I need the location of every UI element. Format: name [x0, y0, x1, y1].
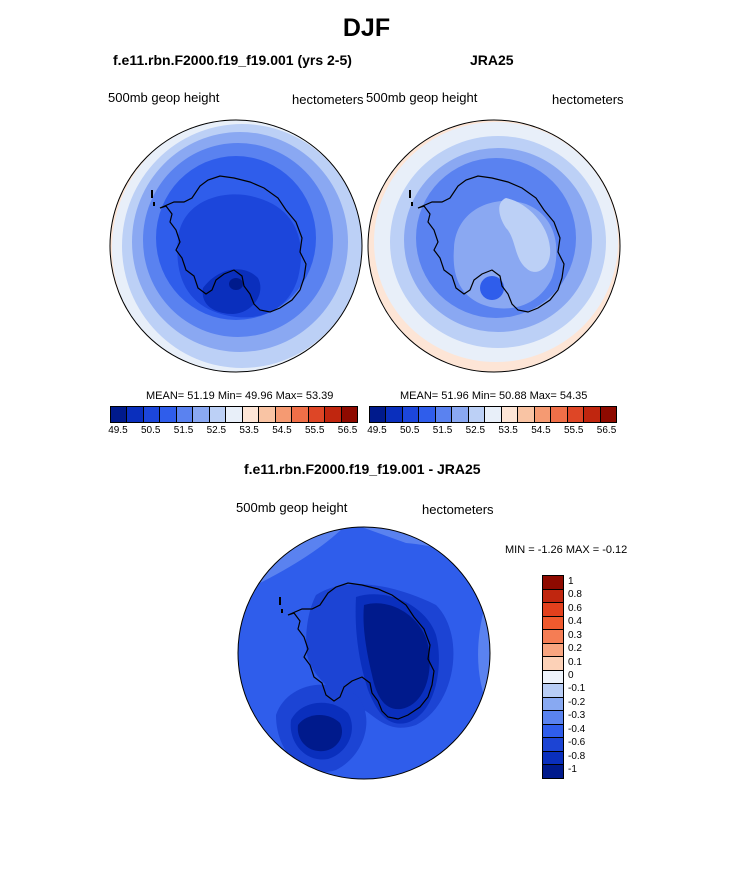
- colorbar-swatch: [543, 630, 563, 644]
- colorbar-tick-label: -0.3: [568, 710, 586, 722]
- colorbar-tick-label: 49.5: [367, 425, 387, 436]
- diff-variable-label: 500mb geop height: [236, 500, 348, 515]
- colorbar-tick-label: 54.5: [531, 425, 551, 436]
- obs-panel-title: JRA25: [470, 52, 514, 68]
- colorbar-swatch: [543, 684, 563, 698]
- colorbar-swatch: [259, 407, 276, 422]
- colorbar-swatch: [468, 407, 486, 422]
- colorbar-tick-label: 51.5: [173, 425, 194, 436]
- obs-stats: MEAN= 51.96 Min= 50.88 Max= 54.35: [400, 390, 588, 402]
- colorbar-swatch: [543, 657, 563, 671]
- colorbar-tick-label: 52.5: [465, 425, 486, 436]
- colorbar-swatch: [543, 751, 563, 766]
- model-stats: MEAN= 51.19 Min= 49.96 Max= 53.39: [146, 390, 334, 402]
- colorbar-tick-label: 0.8: [568, 589, 582, 601]
- colorbar-tick-label: 52.5: [206, 425, 227, 436]
- colorbar-tick-label: -0.2: [568, 696, 586, 708]
- colorbar-tick-label: 0.1: [568, 656, 582, 668]
- colorbar-tick-label: 0.2: [568, 643, 582, 655]
- colorbar-swatch: [402, 407, 420, 422]
- colorbar-tick-label: 49.5: [108, 425, 128, 436]
- colorbar-swatch: [325, 407, 342, 422]
- colorbar-tick-label: 0: [568, 670, 574, 681]
- colorbar-tick-label: 51.5: [432, 425, 453, 436]
- colorbar-swatch: [543, 589, 563, 604]
- colorbar-tick-label: 0.4: [568, 616, 582, 628]
- colorbar-swatch: [501, 407, 519, 422]
- colorbar-tick-label: 0.3: [568, 629, 582, 641]
- colorbar-tick-label: -0.4: [568, 723, 586, 735]
- colorbar-tick-label: 0.6: [568, 602, 582, 614]
- model-panel-title: f.e11.rbn.F2000.f19_f19.001 (yrs 2-5): [113, 52, 352, 68]
- colorbar-tick-label: 56.5: [596, 425, 617, 436]
- colorbar-tick-label: -0.8: [568, 750, 586, 762]
- colorbar-swatch: [370, 407, 387, 422]
- colorbar-swatch: [341, 407, 358, 422]
- colorbar-swatch: [543, 670, 563, 685]
- colorbar-tick-label: -1: [568, 764, 577, 776]
- diff-panel-title: f.e11.rbn.F2000.f19_f19.001 - JRA25: [244, 461, 481, 477]
- colorbar-swatch: [543, 765, 563, 778]
- obs-units-label: hectometers: [552, 92, 624, 107]
- colorbar-swatch: [551, 407, 568, 422]
- colorbar-tick-label: 56.5: [337, 425, 358, 436]
- model-variable-label: 500mb geop height: [108, 90, 220, 105]
- obs-polar-map: [367, 119, 621, 373]
- colorbar-tick-label: 50.5: [141, 425, 161, 436]
- difference-polar-map: [237, 526, 491, 780]
- colorbar-swatch: [543, 724, 563, 739]
- figure-title: DJF: [342, 14, 391, 42]
- diff-stats: MIN = -1.26 MAX = -0.12: [505, 544, 628, 556]
- colorbar-swatch: [543, 711, 563, 725]
- colorbar-swatch: [543, 697, 563, 712]
- colorbar-swatch: [193, 407, 210, 422]
- colorbar-swatch: [176, 407, 194, 422]
- colorbar-swatch: [543, 616, 563, 631]
- colorbar-swatch: [543, 576, 563, 590]
- model-polar-map: [109, 119, 363, 373]
- colorbar-swatch: [534, 407, 552, 422]
- colorbar-swatch: [111, 407, 128, 422]
- colorbar-tick-label: -0.1: [568, 683, 586, 695]
- colorbar-swatch: [543, 738, 563, 752]
- colorbar-tick-label: 53.5: [498, 425, 518, 436]
- colorbar-swatch: [485, 407, 502, 422]
- colorbar-swatch: [386, 407, 403, 422]
- colorbar-swatch: [127, 407, 144, 422]
- diff-units-label: hectometers: [422, 502, 494, 517]
- colorbar-tick-label: 1: [568, 575, 574, 587]
- colorbar-swatch: [275, 407, 293, 422]
- colorbar-swatch: [419, 407, 436, 422]
- colorbar-tick-label: 54.5: [272, 425, 292, 436]
- colorbar-swatch: [143, 407, 161, 422]
- colorbar-swatch: [452, 407, 469, 422]
- colorbar-swatch: [543, 603, 563, 617]
- colorbar-swatch: [209, 407, 227, 422]
- colorbar-swatch: [308, 407, 326, 422]
- colorbar-swatch: [543, 643, 563, 658]
- colorbar-tick-label: 55.5: [564, 425, 584, 436]
- colorbar-swatch: [226, 407, 243, 422]
- obs-colorbar: [369, 406, 617, 423]
- colorbar-swatch: [242, 407, 260, 422]
- colorbar-tick-label: -0.6: [568, 737, 586, 749]
- obs-variable-label: 500mb geop height: [366, 90, 478, 105]
- colorbar-swatch: [292, 407, 309, 422]
- colorbar-swatch: [584, 407, 601, 422]
- colorbar-tick-label: 50.5: [400, 425, 420, 436]
- colorbar-swatch: [518, 407, 535, 422]
- colorbar-swatch: [435, 407, 453, 422]
- colorbar-tick-label: 55.5: [305, 425, 325, 436]
- colorbar-swatch: [600, 407, 617, 422]
- colorbar-swatch: [567, 407, 585, 422]
- model-units-label: hectometers: [292, 92, 364, 107]
- model-colorbar: [110, 406, 358, 423]
- colorbar-swatch: [160, 407, 177, 422]
- colorbar-tick-label: 53.5: [239, 425, 259, 436]
- diff-colorbar: [542, 575, 564, 779]
